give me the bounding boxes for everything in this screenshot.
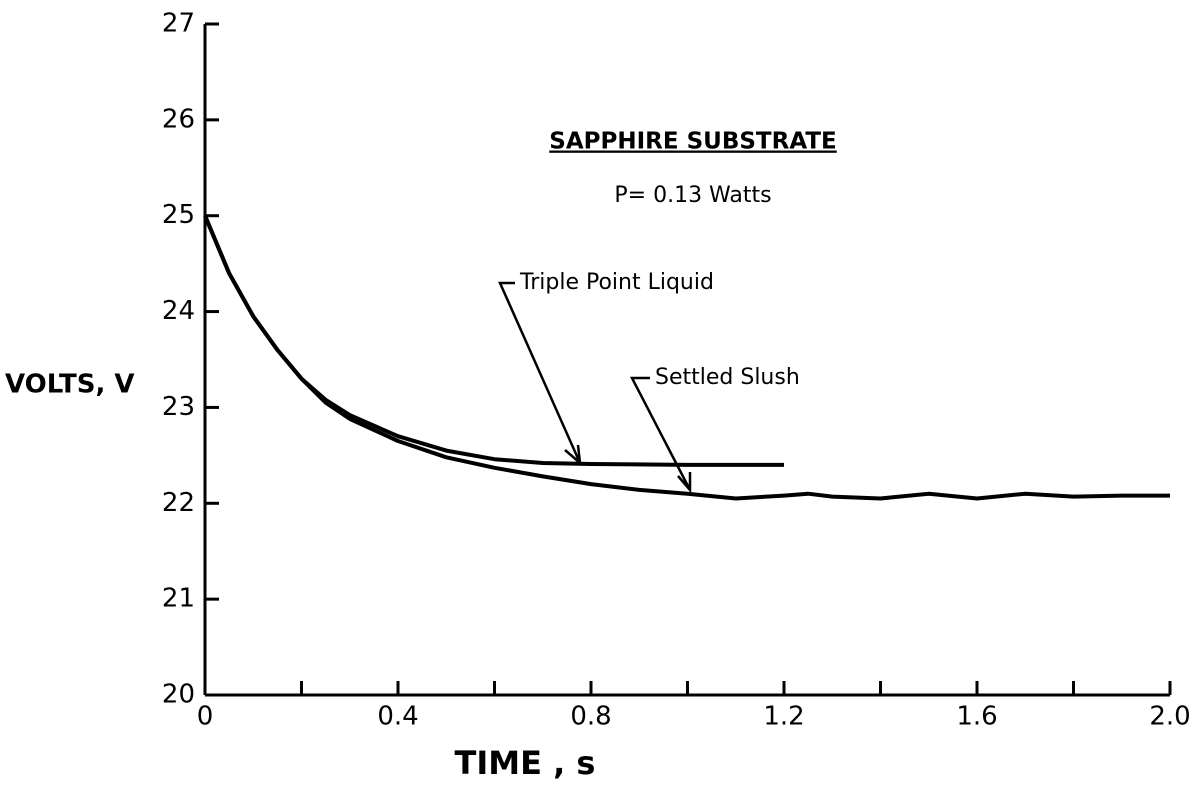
- y-tick-label: 24: [162, 296, 195, 326]
- y-tick-label: 22: [162, 488, 195, 518]
- series-line: [203, 214, 784, 467]
- x-tick-label: 1.2: [763, 702, 804, 732]
- x-axis-label: TIME , s: [455, 744, 596, 782]
- x-tick-label: 0: [197, 702, 214, 732]
- x-tick-label: 0.4: [377, 702, 418, 732]
- y-axis-label: VOLTS, V: [5, 370, 135, 400]
- x-tick-label: 1.6: [956, 702, 997, 732]
- y-tick-label: 20: [162, 680, 195, 710]
- leader-arrow: [498, 281, 582, 467]
- series-label: Settled Slush: [655, 365, 800, 390]
- y-tick-label: 26: [162, 104, 195, 134]
- y-tick-label: 25: [162, 200, 195, 230]
- leader-arrow: [629, 376, 692, 494]
- x-tick-label: 0.8: [570, 702, 611, 732]
- chart-subtitle: P= 0.13 Watts: [614, 183, 771, 208]
- y-tick-label: 21: [162, 584, 195, 614]
- series-line: [203, 214, 1170, 501]
- series-label: Triple Point Liquid: [519, 270, 714, 295]
- chart-title: SAPPHIRE SUBSTRATE: [549, 129, 836, 155]
- y-tick-label: 27: [162, 9, 195, 39]
- x-tick-label: 2.0: [1149, 702, 1190, 732]
- y-tick-label: 23: [162, 392, 195, 422]
